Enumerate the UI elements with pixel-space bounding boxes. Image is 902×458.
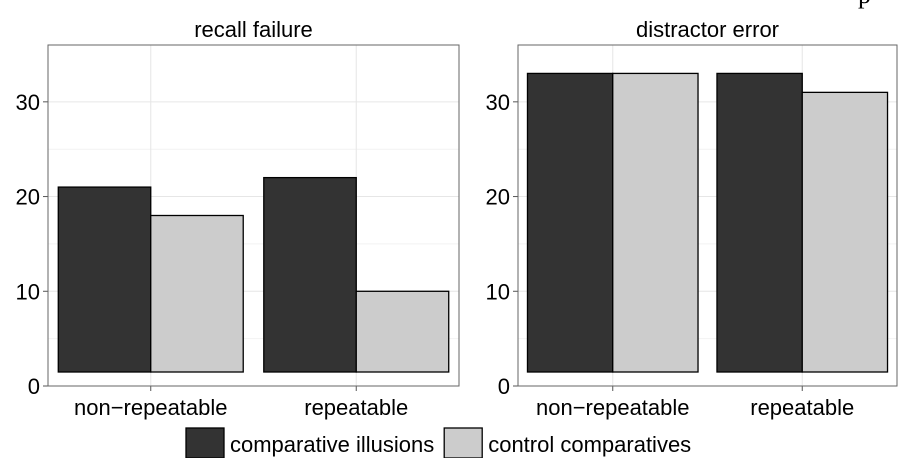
y-tick-label: 20: [16, 185, 40, 210]
bar: [801, 91, 889, 373]
panel-title: recall failure: [194, 17, 313, 42]
bar: [716, 72, 803, 373]
stray-text: p: [858, 0, 871, 10]
y-tick-label: 0: [498, 374, 510, 399]
bar: [150, 214, 244, 373]
legend: comparative illusions control comparative…: [185, 427, 691, 458]
legend-swatch: [443, 427, 483, 458]
bar: [263, 176, 357, 373]
y-tick-label: 10: [486, 279, 510, 304]
panel-title: distractor error: [636, 17, 779, 42]
bar: [355, 290, 450, 373]
bar: [526, 72, 614, 373]
legend-label: comparative illusions: [230, 432, 434, 457]
y-tick-label: 20: [486, 185, 510, 210]
bar: [57, 186, 152, 373]
legend-label: control comparatives: [488, 432, 691, 457]
panel-2: distractor error 0 10 20 30 non−repeatable rep…: [486, 17, 898, 420]
x-tick-label: repeatable: [750, 395, 854, 420]
y-tick-label: 30: [486, 90, 510, 115]
panel-border: [47, 44, 460, 387]
panel-1: recall failure 0 10 20 30 non−repeatable repea…: [16, 17, 460, 420]
y-tick-label: 30: [16, 90, 40, 115]
panel-border: [517, 44, 898, 387]
x-tick-label: repeatable: [304, 395, 408, 420]
y-tick-label: 10: [16, 279, 40, 304]
y-tick-label: 0: [28, 374, 40, 399]
x-tick-label: non−repeatable: [74, 395, 228, 420]
bar: [612, 72, 699, 373]
x-tick-label: non−repeatable: [536, 395, 690, 420]
legend-swatch: [185, 427, 225, 458]
